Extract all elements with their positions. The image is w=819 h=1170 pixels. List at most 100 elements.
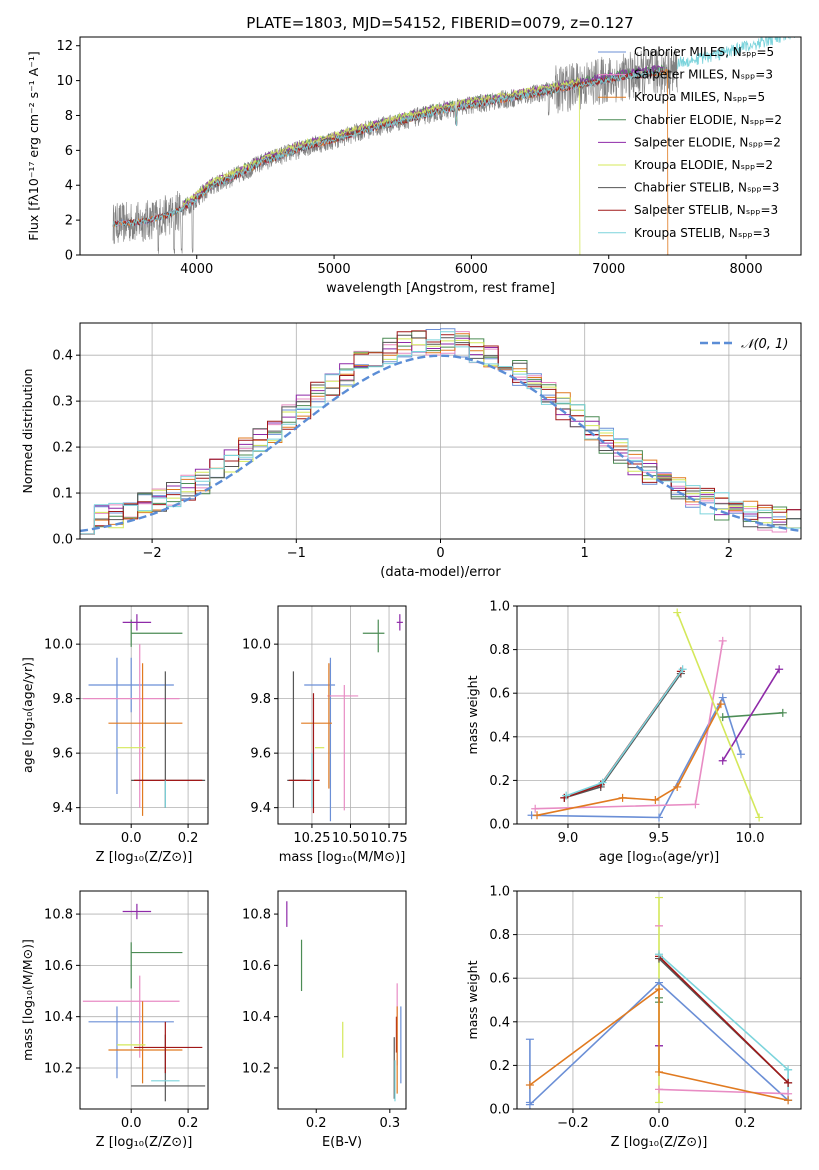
plot-area [80,606,208,824]
x-tick-label: 0.2 [178,831,199,846]
weight-series-line [658,955,789,1084]
y-axis-label: age [log₁₀(age/yr)] [20,657,35,773]
y-tick-label: 0.2 [52,441,73,456]
marker [778,708,787,717]
marker [618,793,627,802]
y-axis-label: mass weight [465,675,480,754]
y-tick-label: 0.6 [489,972,510,987]
plot-area [517,606,801,824]
x-axis-label: age [log₁₀(age/yr)] [599,850,720,865]
y-tick-label: 10 [56,74,73,89]
legend-entry: Chabrier MILES, Nₛₚₚ=5 [634,45,774,59]
axes-frame [277,890,407,1110]
x-axis-label: Z [log₁₀(Z/Z⊙)] [96,1135,193,1150]
y-tick-label: 10.4 [242,1010,271,1025]
legend-entry: Salpeter MILES, Nₛₚₚ=3 [634,68,773,82]
marker [736,750,745,759]
y-tick-label: 10.4 [44,1010,73,1025]
marker [755,813,764,822]
x-tick-label: −0.2 [557,1116,589,1131]
marker [531,804,540,813]
legend-entry: Salpeter ELODIE, Nₛₚₚ=2 [634,135,781,149]
panel-age-vs-mass: 10.25 10.50 10.75 9.4 9.6 9.8 10.0 mass [log₁₀(… [242,605,408,865]
y-tick-label: 0.3 [52,395,73,410]
y-tick-label: 9.4 [250,801,271,816]
plot-area [517,891,801,1109]
y-tick-label: 10.8 [44,908,73,923]
y-tick-label: 10.6 [44,959,73,974]
x-tick-label: 8000 [730,262,763,277]
marker [655,950,663,959]
x-tick-label: 10.50 [332,831,369,846]
figure-title: PLATE=1803, MJD=54152, FIBERID=0079, z=0… [246,14,633,32]
x-tick-label: 0.2 [306,1116,327,1131]
y-tick-label: 0.0 [489,1103,510,1118]
weight-series-line [564,673,682,799]
marker [678,665,687,674]
axes-frame [79,890,209,1110]
x-axis-label: Z [log₁₀(Z/Z⊙)] [96,850,193,865]
plot-area [286,901,402,1102]
y-tick-label: 10.6 [242,959,271,974]
marker [784,1078,793,1087]
y-tick-label: 0.1 [52,487,73,502]
x-tick-label: 0 [436,546,444,561]
y-tick-label: 9.6 [52,747,73,762]
weight-series-line [722,712,783,718]
y-tick-label: 8 [65,109,73,124]
weight-series-line [658,953,789,1071]
plot-area [80,323,801,539]
y-axis-label: Normed distribution [20,369,35,494]
y-tick-label: 0.0 [52,533,73,548]
panel-spectrum: 4000 5000 6000 7000 8000 0 2 4 6 8 10 12 wavelength … [26,36,802,296]
histogram-step [80,333,801,535]
y-tick-label: 9.8 [250,692,271,707]
marker [718,636,727,645]
y-tick-label: 0.2 [489,774,510,789]
x-tick-label: −2 [143,546,162,561]
x-tick-label: 0.0 [121,831,142,846]
axes-frame [79,605,209,825]
x-axis-label: Z [log₁₀(Z/Z⊙)] [611,1135,708,1150]
x-tick-label: 10.0 [736,831,765,846]
y-tick-label: 4 [65,179,73,194]
y-tick-label: 0.4 [489,1015,510,1030]
marker [718,713,727,722]
y-tick-label: 9.4 [52,801,73,816]
y-axis-label: Flux [fλ10⁻¹⁷ erg cm⁻² s⁻¹ A⁻¹] [26,51,41,240]
axes-frame [79,36,802,256]
legend-entry: Chabrier STELIB, Nₛₚₚ=3 [634,181,779,195]
panel-residuals: −2 −1 0 1 2 0.0 0.1 0.2 0.3 0.4 (data-model)/error… [20,322,802,580]
y-tick-label: 2 [65,214,73,229]
y-tick-label: 1.0 [489,600,510,615]
legend-entry: Salpeter STELIB, Nₛₚₚ=3 [634,203,778,217]
weight-series-line [658,1088,789,1095]
marker [784,1065,793,1074]
marker [691,800,700,809]
y-tick-label: 10.8 [242,908,271,923]
x-axis-label: wavelength [Angstrom, rest frame] [326,281,555,296]
y-tick-label: 0 [65,249,73,264]
plot-area [278,606,406,824]
y-axis-label: mass weight [465,960,480,1039]
y-tick-label: 12 [56,39,73,54]
plot-area [112,37,798,255]
x-tick-label: 0.0 [649,1116,670,1131]
weight-series-line [565,668,684,797]
spectrum-legend: Chabrier MILES, Nₛₚₚ=5 Salpeter MILES, Nₛ… [598,45,782,240]
marker [718,756,727,765]
marker [533,811,542,820]
normal-curve [80,354,801,533]
x-tick-label: 0.2 [735,1116,756,1131]
marker [655,985,663,994]
x-tick-label: 0.3 [379,1116,400,1131]
weight-series-line [564,670,682,799]
y-tick-label: 0.2 [489,1059,510,1074]
marker [525,1100,534,1109]
x-tick-label: 10.75 [370,831,407,846]
panel-weight-vs-Z: −0.2 0.0 0.2 0.0 0.2 0.4 0.6 0.8 1.0 Z [log₁₀(Z/Z… [465,885,802,1150]
y-tick-label: 9.6 [250,747,271,762]
marker [655,1067,663,1076]
x-tick-label: 0.2 [178,1116,199,1131]
